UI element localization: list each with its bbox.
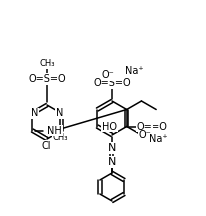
Text: S=O: S=O	[146, 121, 168, 132]
Text: NH: NH	[47, 125, 62, 135]
Text: HO: HO	[102, 121, 117, 132]
Text: Cl: Cl	[41, 141, 51, 151]
Text: Na⁺: Na⁺	[125, 66, 143, 76]
Text: CH₃: CH₃	[53, 133, 68, 142]
Text: N: N	[30, 108, 38, 119]
Text: Na⁺: Na⁺	[149, 135, 168, 145]
Text: N: N	[108, 157, 116, 167]
Text: O=S=O: O=S=O	[93, 78, 131, 88]
Text: O=S=O: O=S=O	[28, 74, 66, 84]
Text: O⁻: O⁻	[102, 70, 114, 80]
Text: CH₃: CH₃	[39, 59, 55, 68]
Text: N: N	[56, 108, 63, 119]
Text: N: N	[108, 143, 116, 153]
Text: O=: O=	[137, 121, 152, 132]
Text: O⁻: O⁻	[138, 130, 151, 140]
